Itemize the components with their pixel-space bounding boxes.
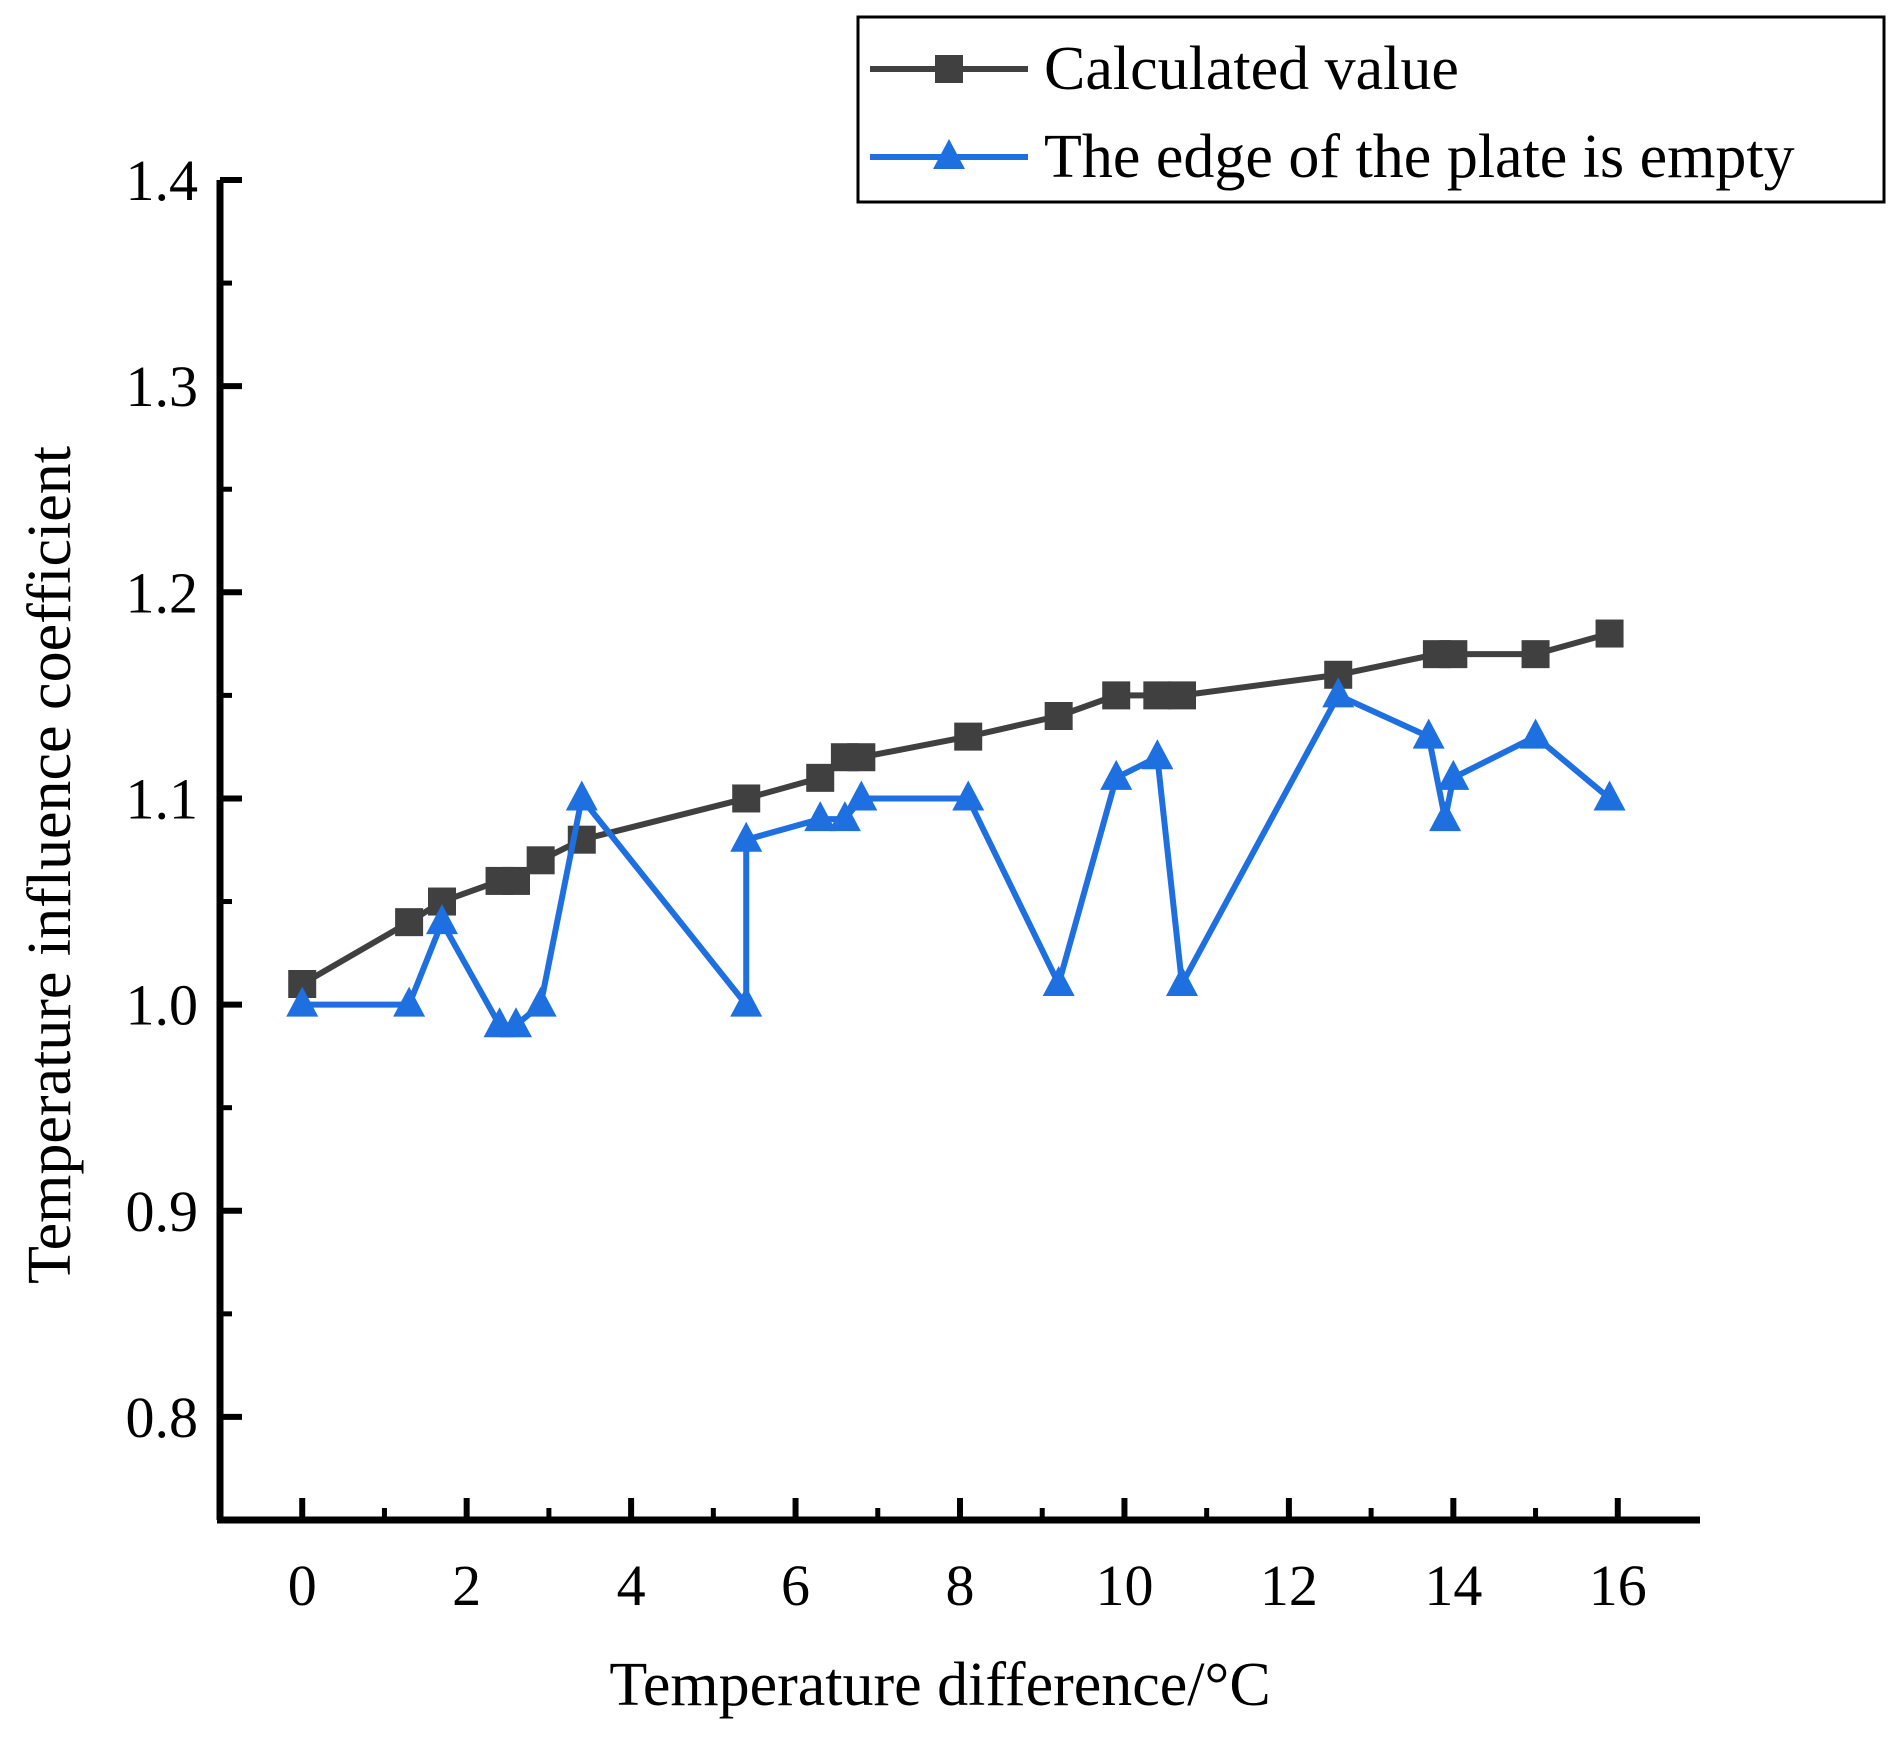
legend-box xyxy=(856,15,1886,204)
data-point xyxy=(286,986,319,1017)
data-point xyxy=(952,780,985,811)
legend-entry: The edge of the plate is empty xyxy=(870,123,1795,191)
legend-label: Calculated value xyxy=(1044,35,1459,103)
data-point xyxy=(1044,702,1073,730)
data-point xyxy=(1595,619,1624,648)
data-point xyxy=(1593,780,1626,811)
data-point xyxy=(1141,739,1174,770)
data-point xyxy=(1168,681,1196,710)
y-tick-label: 0.9 xyxy=(126,1179,199,1244)
data-point xyxy=(1166,966,1198,996)
data-point xyxy=(1429,801,1462,832)
data-point xyxy=(1143,681,1172,710)
data-point xyxy=(526,846,555,875)
x-tick-label: 8 xyxy=(946,1553,975,1618)
data-point xyxy=(1100,759,1133,790)
legend-marker xyxy=(935,55,963,83)
series-plate-edge-empty xyxy=(286,677,1626,1038)
data-point xyxy=(845,780,878,811)
axes xyxy=(216,180,1700,1524)
data-point xyxy=(524,986,557,1017)
data-point xyxy=(730,821,763,852)
data-point xyxy=(847,743,876,772)
x-tick-label: 16 xyxy=(1589,1553,1647,1618)
legend-label: The edge of the plate is empty xyxy=(1044,123,1795,191)
data-point xyxy=(1102,681,1131,710)
legend: Calculated value The edge of the plate is… xyxy=(856,15,1886,204)
y-tick-label: 0.8 xyxy=(126,1385,199,1450)
data-point xyxy=(426,904,458,935)
data-point xyxy=(954,722,983,751)
x-tick-label: 0 xyxy=(288,1553,317,1618)
data-point xyxy=(730,986,763,1017)
x-tick-label: 12 xyxy=(1260,1553,1318,1618)
series-calculated-value xyxy=(288,619,1624,998)
x-tick-label: 2 xyxy=(452,1553,481,1618)
y-axis-title: Temperature influence coefficient xyxy=(16,446,84,1284)
ticks: 0 2 4 6 8 10 12 14 16 0.8 0.9 1.0 1.1 1.2 1.3 1.4 xyxy=(126,148,1647,1618)
y-tick-label: 1.4 xyxy=(126,148,199,213)
data-point xyxy=(1521,640,1550,669)
y-tick-label: 1.2 xyxy=(126,560,199,625)
series-layer xyxy=(286,619,1626,1038)
data-point xyxy=(1322,677,1355,708)
data-point xyxy=(500,1007,532,1038)
data-point xyxy=(502,866,530,895)
data-point xyxy=(732,784,761,813)
data-point xyxy=(804,801,837,832)
legend-entry: Calculated value xyxy=(870,35,1459,103)
data-point xyxy=(565,780,598,811)
x-tick-label: 14 xyxy=(1424,1553,1482,1618)
y-tick-label: 1.3 xyxy=(126,354,199,419)
data-point xyxy=(395,908,424,937)
x-axis-title: Temperature difference/°C xyxy=(609,1651,1270,1719)
data-point xyxy=(1412,718,1445,749)
data-point xyxy=(1439,640,1468,669)
y-tick-label: 1.1 xyxy=(126,766,199,831)
legend-entries: Calculated value The edge of the plate is… xyxy=(870,35,1795,191)
x-tick-label: 10 xyxy=(1095,1553,1153,1618)
data-point xyxy=(1437,759,1470,790)
legend-marker xyxy=(933,139,965,169)
data-point xyxy=(806,763,835,792)
x-tick-label: 6 xyxy=(781,1553,810,1618)
data-point xyxy=(1519,718,1552,749)
data-point xyxy=(393,986,426,1017)
x-tick-label: 4 xyxy=(617,1553,646,1618)
data-point xyxy=(1042,966,1075,996)
y-tick-label: 1.0 xyxy=(126,973,199,1038)
data-point xyxy=(828,801,861,832)
